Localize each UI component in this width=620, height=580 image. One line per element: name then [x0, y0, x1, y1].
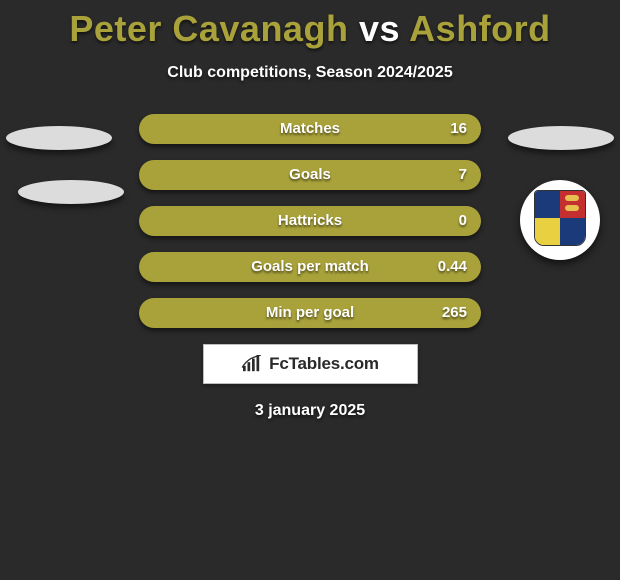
stat-row-matches: Matches 16: [139, 114, 481, 144]
stat-row-goals-per-match: Goals per match 0.44: [139, 252, 481, 282]
comparison-card: Peter Cavanagh vs Ashford Club competiti…: [0, 0, 620, 580]
stat-row-goals: Goals 7: [139, 160, 481, 190]
team-crest: [520, 180, 600, 260]
page-title: Peter Cavanagh vs Ashford: [0, 0, 620, 50]
avatar-placeholder-right-1: [508, 126, 614, 150]
stat-value-right: 0.44: [438, 252, 467, 282]
avatar-placeholder-left-2: [18, 180, 124, 204]
stat-value-right: 0: [459, 206, 467, 236]
crest-shield-icon: [534, 190, 586, 246]
avatar-placeholder-left-1: [6, 126, 112, 150]
brand-badge: FcTables.com: [203, 344, 418, 384]
stat-label: Matches: [139, 114, 481, 144]
subtitle: Club competitions, Season 2024/2025: [0, 64, 620, 82]
stat-row-min-per-goal: Min per goal 265: [139, 298, 481, 328]
vs-text: vs: [359, 8, 400, 49]
stat-value-right: 7: [459, 160, 467, 190]
bar-chart-icon: [241, 355, 263, 373]
player1-name: Peter Cavanagh: [69, 8, 348, 49]
stats-bars: Matches 16 Goals 7 Hattricks 0 Goals per…: [139, 114, 481, 328]
stat-value-right: 16: [450, 114, 467, 144]
stat-label: Goals per match: [139, 252, 481, 282]
stat-row-hattricks: Hattricks 0: [139, 206, 481, 236]
stat-label: Min per goal: [139, 298, 481, 328]
stat-label: Goals: [139, 160, 481, 190]
footer-date: 3 january 2025: [0, 402, 620, 420]
brand-text: FcTables.com: [269, 354, 379, 374]
stat-value-right: 265: [442, 298, 467, 328]
player2-name: Ashford: [409, 8, 551, 49]
stat-label: Hattricks: [139, 206, 481, 236]
